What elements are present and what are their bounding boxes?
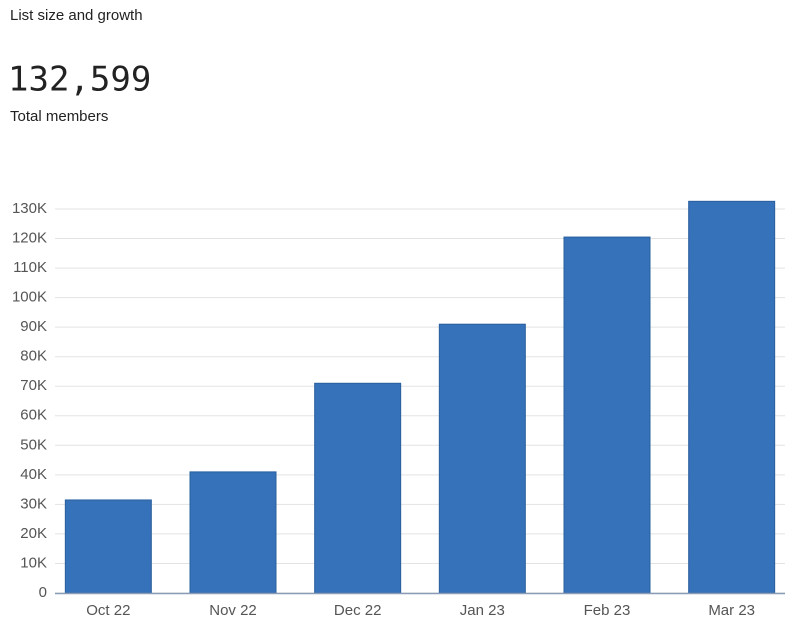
x-tick-label: Nov 22 — [209, 602, 257, 619]
widget-title: List size and growth — [10, 7, 143, 24]
y-tick-label: 40K — [20, 466, 47, 483]
y-tick-label: 130K — [12, 200, 47, 217]
x-tick-label: Mar 23 — [708, 602, 755, 619]
y-tick-label: 70K — [20, 377, 47, 394]
y-tick-label: 30K — [20, 495, 47, 512]
y-tick-label: 0 — [39, 584, 47, 601]
total-value: 132,599 — [8, 60, 151, 100]
bar — [64, 499, 152, 594]
bar — [438, 323, 526, 594]
bar — [688, 200, 776, 594]
total-label: Total members — [10, 108, 108, 125]
x-tick-label: Feb 23 — [584, 602, 631, 619]
x-tick-label: Jan 23 — [460, 602, 505, 619]
x-tick-label: Dec 22 — [334, 602, 382, 619]
bar — [563, 236, 651, 594]
y-tick-label: 10K — [20, 554, 47, 571]
y-tick-label: 60K — [20, 407, 47, 424]
y-tick-label: 80K — [20, 348, 47, 365]
y-tick-label: 120K — [12, 230, 47, 247]
y-tick-label: 110K — [13, 259, 47, 276]
y-tick-label: 100K — [12, 289, 47, 306]
bar — [189, 471, 277, 594]
x-tick-label: Oct 22 — [86, 602, 130, 619]
y-tick-label: 20K — [20, 525, 47, 542]
bar — [314, 382, 402, 594]
y-tick-label: 90K — [20, 318, 47, 335]
y-tick-label: 50K — [20, 436, 47, 453]
